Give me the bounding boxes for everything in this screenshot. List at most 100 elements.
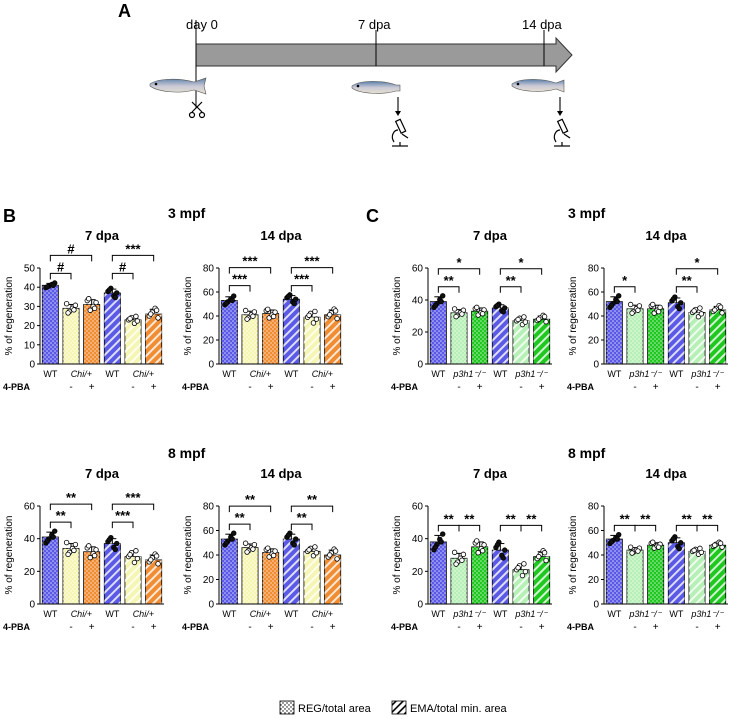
data-point xyxy=(608,539,615,545)
significance-label: *** xyxy=(232,272,248,287)
y-tick-label: 30 xyxy=(24,302,36,313)
bar-pattern xyxy=(471,546,488,604)
data-point xyxy=(72,302,79,308)
zebrafish-icon xyxy=(149,77,207,95)
y-tick-label: 20 xyxy=(203,575,215,586)
treatment-value: - xyxy=(633,382,636,393)
data-point xyxy=(133,313,139,320)
bar-chart: 14 dpa % of regeneration 0 20 40 60 80 WT p3h1⁻/… xyxy=(567,228,728,393)
chart-title: 14 dpa xyxy=(645,466,687,481)
bar-pattern xyxy=(262,552,279,604)
treatment-value: - xyxy=(695,382,698,393)
treatment-value: + xyxy=(653,622,659,633)
treatment-value: - xyxy=(633,622,636,633)
treatment-label: 4-PBA xyxy=(391,622,419,632)
data-point xyxy=(313,316,320,322)
y-tick-label: 0 xyxy=(208,360,214,371)
data-point xyxy=(717,540,724,546)
data-point xyxy=(481,542,487,548)
data-point xyxy=(616,531,622,538)
data-point xyxy=(332,308,339,314)
data-point xyxy=(629,550,635,556)
treatment-value: - xyxy=(457,622,460,633)
y-tick-label: 20 xyxy=(412,567,424,578)
y-tick-label: 40 xyxy=(203,312,215,323)
significance-label: *** xyxy=(125,490,141,505)
data-point xyxy=(112,294,118,301)
y-tick-label: 40 xyxy=(412,296,424,307)
y-tick-label: 20 xyxy=(588,575,600,586)
data-point xyxy=(627,301,634,308)
significance-label: ** xyxy=(682,273,693,288)
data-point xyxy=(536,316,542,322)
bar-pattern xyxy=(626,550,644,604)
data-point xyxy=(502,547,508,553)
significance-label: # xyxy=(67,241,75,256)
chart-title: 7 dpa xyxy=(85,466,120,481)
data-point xyxy=(678,540,684,546)
data-point xyxy=(112,546,118,553)
data-point xyxy=(270,552,277,559)
y-tick-label: 40 xyxy=(203,551,215,562)
y-tick-label: 40 xyxy=(24,283,36,294)
data-point xyxy=(134,555,141,562)
treatment-value: - xyxy=(519,382,522,393)
legend-label-reg: REG/total area xyxy=(298,703,372,715)
bar-pattern xyxy=(62,548,80,604)
data-point xyxy=(438,539,444,545)
data-point xyxy=(655,544,662,550)
significance-bracket xyxy=(290,523,313,531)
bar-pattern xyxy=(450,312,468,364)
data-point xyxy=(251,309,258,315)
y-tick-label: 60 xyxy=(24,502,36,513)
x-tick-label: WT xyxy=(222,369,236,379)
data-point xyxy=(541,313,548,320)
bar-chart: 14 dpa % of regeneration 0 20 40 60 80 WT Chi/+ W… xyxy=(182,228,343,393)
treatment-value: - xyxy=(131,622,134,633)
data-point xyxy=(86,296,92,302)
significance-label: ** xyxy=(506,273,517,288)
y-tick-label: 20 xyxy=(24,567,36,578)
significance-label: ** xyxy=(56,508,67,523)
treatment-label: 4-PBA xyxy=(567,382,595,392)
bar-pattern xyxy=(324,555,341,604)
y-axis-label: % of regeneration xyxy=(4,277,15,356)
data-point xyxy=(332,548,339,554)
data-point xyxy=(44,284,51,290)
x-tick-label: WT xyxy=(105,369,119,379)
bar-pattern xyxy=(471,311,488,364)
data-point xyxy=(451,549,458,556)
data-point xyxy=(265,545,271,551)
significance-label: ** xyxy=(682,511,693,526)
bar-pattern xyxy=(450,558,468,604)
significance-bracket xyxy=(675,268,719,275)
data-point xyxy=(327,312,333,318)
x-tick-label: p3h1⁻/⁻ xyxy=(628,609,662,619)
treatment-value: + xyxy=(330,622,336,633)
panel-b-label: B xyxy=(3,206,16,226)
bar-pattern xyxy=(533,319,550,364)
treatment-value: + xyxy=(539,382,545,393)
bar-pattern xyxy=(668,302,685,364)
significance-bracket xyxy=(520,524,543,532)
data-point xyxy=(71,307,77,313)
data-point xyxy=(86,543,92,549)
y-tick-label: 40 xyxy=(588,551,600,562)
significance-bracket xyxy=(111,503,155,511)
treatment-value: - xyxy=(69,382,72,393)
data-point xyxy=(244,316,250,322)
significance-label: ** xyxy=(297,510,308,525)
bar-pattern xyxy=(324,314,341,364)
data-point xyxy=(242,307,249,314)
data-point xyxy=(515,316,521,323)
significance-label: ** xyxy=(444,511,455,526)
bar-pattern xyxy=(303,317,321,364)
bar-pattern xyxy=(647,308,664,364)
microscope-icon xyxy=(553,118,571,147)
data-point xyxy=(63,539,70,546)
legend-swatch-ema xyxy=(391,700,407,715)
scissors-icon xyxy=(188,101,206,119)
significance-bracket xyxy=(49,254,93,262)
treatment-label: 4-PBA xyxy=(3,382,31,392)
significance-label: * xyxy=(518,255,524,270)
